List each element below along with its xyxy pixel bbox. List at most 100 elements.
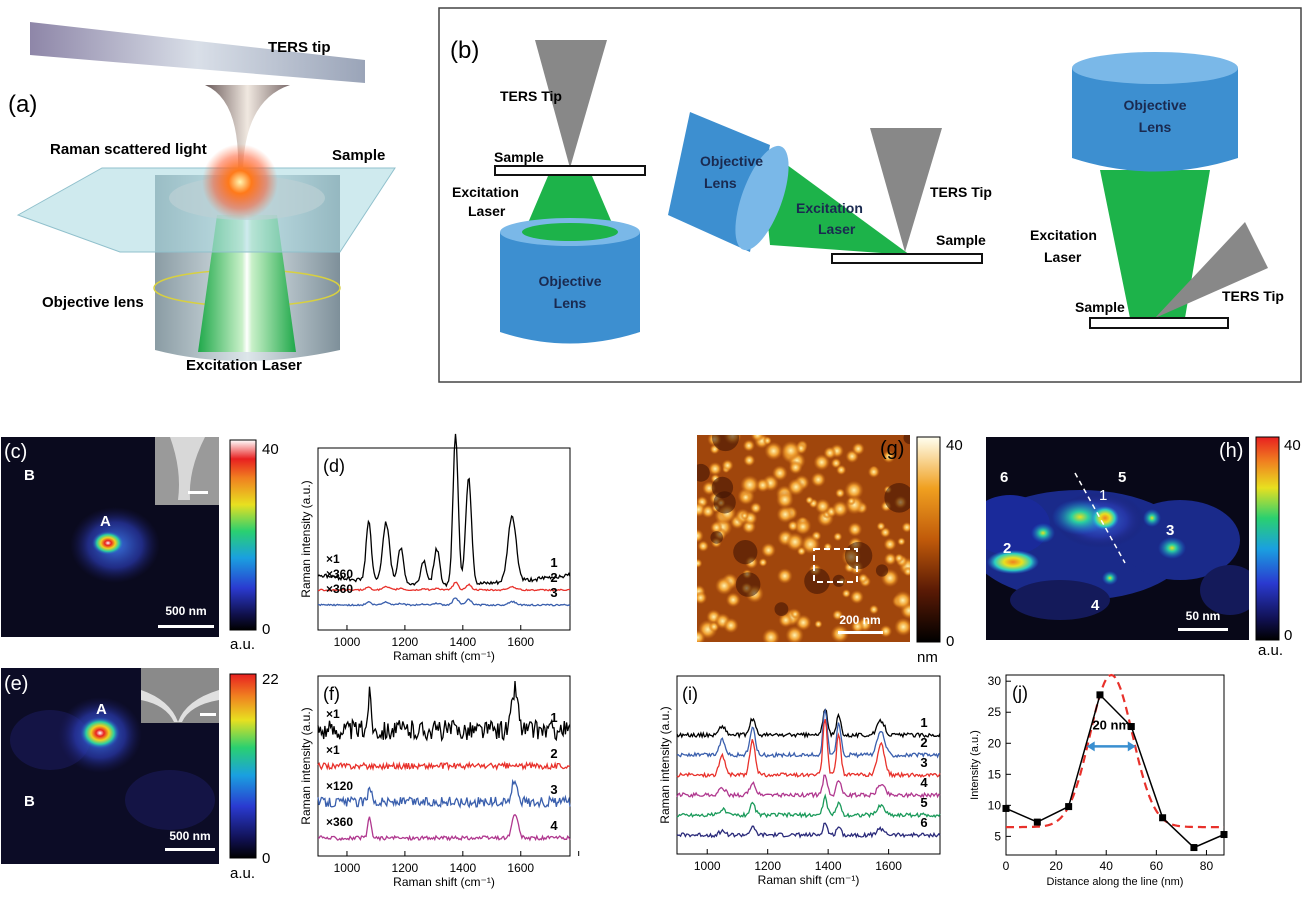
profile-line (1005, 693, 1225, 849)
map-e-label-a: A (96, 701, 107, 718)
x-tick-label: 1400 (449, 635, 476, 649)
sem-tip-c (170, 437, 205, 500)
config-bottom-illumination: TERS Tip Sample Excitation Laser Objecti… (452, 40, 646, 344)
colorbar-c-unit: a.u. (230, 636, 255, 653)
spectrum-line-5 (676, 793, 941, 819)
afm-grain (879, 624, 893, 638)
spectrum-line-2 (317, 760, 571, 772)
colorbar-g (916, 436, 941, 643)
line-profile (1074, 472, 1126, 564)
afm-grain (858, 573, 869, 584)
hotspot-a-e (80, 717, 120, 749)
x-tick-label: 0 (1003, 859, 1010, 873)
x-tick-label: 80 (1200, 859, 1214, 873)
x-tick-label: 1600 (875, 859, 902, 873)
afm-grain (836, 464, 847, 476)
profile-point (1159, 814, 1167, 822)
hotspot-h-3 (1158, 537, 1186, 559)
spectrum-factor-3: ×120 (326, 779, 353, 793)
afm-grain (697, 629, 706, 642)
middle-laser-label-2: Laser (818, 221, 856, 237)
afm-grain (787, 478, 805, 496)
x-tick-label: 1400 (449, 861, 476, 875)
colorbar-c-min: 0 (262, 621, 270, 638)
panel-e-letter: (e) (4, 673, 28, 695)
left-sample-label: Sample (494, 149, 544, 165)
afm-grain (841, 589, 851, 598)
colorbar-e (229, 673, 257, 859)
afm-pit (710, 531, 723, 544)
colorbar-h (1255, 436, 1280, 641)
afm-grain (831, 500, 849, 518)
afm-pit (875, 564, 889, 577)
x-tick-label: 1400 (815, 859, 842, 873)
afm-grain (761, 542, 776, 558)
afm-grain (790, 609, 800, 619)
y-axis-label: Intensity (a.u.) (969, 730, 981, 800)
scalebar-c (158, 625, 214, 628)
profile-point (1127, 723, 1135, 731)
afm-grain (893, 590, 910, 610)
panel-letter: (f) (323, 684, 340, 704)
colorbar-h-max: 40 (1284, 437, 1301, 454)
afm-grain (743, 454, 756, 467)
afm-grain (697, 529, 704, 543)
spectrum-number-2: 2 (550, 570, 557, 585)
ters-tip (205, 85, 290, 170)
label-sample: Sample (332, 147, 385, 164)
profile-point (1190, 844, 1198, 852)
y-tick-label: 10 (988, 798, 1002, 812)
x-tick-label: 1600 (507, 635, 534, 649)
spectrum-number-2: 2 (550, 746, 557, 761)
afm-grain (697, 540, 709, 552)
middle-tip-label: TERS Tip (930, 184, 992, 200)
afm-pit (903, 435, 910, 445)
objective-right (1072, 68, 1238, 172)
afm-grain (740, 475, 760, 495)
colorbar-e-unit: a.u. (230, 865, 255, 882)
afm-grain (883, 537, 897, 551)
afm-grain (849, 590, 864, 604)
spectrum-number-3: 3 (920, 755, 927, 770)
colorbar-h-unit: a.u. (1258, 642, 1283, 659)
y-tick-label: 20 (988, 736, 1002, 750)
afm-grain (778, 612, 794, 628)
afm-pit (832, 574, 845, 587)
x-tick-label: 1000 (334, 861, 361, 875)
plot-frame (317, 447, 571, 631)
profile-point (1096, 691, 1104, 699)
chart-j: 0 20 40 60 80 5 10 15 20 25 30 Distance along the l… (969, 673, 1228, 888)
spectrum-number-3: 3 (550, 585, 557, 600)
scalebar-g (838, 631, 883, 634)
sample-middle (831, 253, 983, 264)
afm-grain (901, 521, 910, 533)
spectrum-number-4: 4 (550, 818, 558, 833)
panel-b-frame (438, 7, 1302, 383)
afm-grain (781, 440, 801, 461)
afm-grain (697, 558, 703, 568)
x-tick-label: 1200 (754, 859, 781, 873)
right-laser-label-2: Laser (1044, 249, 1082, 265)
afm-pit (713, 491, 736, 514)
x-axis-label: Distance along the line (nm) (1047, 876, 1184, 888)
afm-grain (832, 609, 843, 621)
laser-left (525, 176, 615, 230)
afm-grains (697, 435, 910, 642)
fwhm-label: 20 nm (1092, 718, 1130, 733)
panel-letter: (d) (323, 456, 345, 476)
afm-grain (764, 441, 783, 461)
afm-grain (795, 519, 811, 534)
middle-objective-label-2: Lens (704, 175, 737, 191)
afm-grain (708, 461, 722, 476)
afm-grain (867, 465, 880, 478)
y-axis-label: Raman intensity (a.u.) (299, 707, 313, 824)
x-tick-label: 20 (1049, 859, 1063, 873)
panel-e: (e) A B 500 nm 22 0 a.u. (1, 668, 279, 882)
map-h-label-1: 1 (1099, 487, 1107, 504)
afm-grain (715, 576, 734, 595)
map-h-label-4: 4 (1091, 597, 1100, 614)
map-c-label-b: B (24, 467, 35, 484)
right-objective-label-2: Lens (1139, 119, 1172, 135)
afm-grain (750, 435, 765, 442)
afm-grain (876, 521, 886, 531)
